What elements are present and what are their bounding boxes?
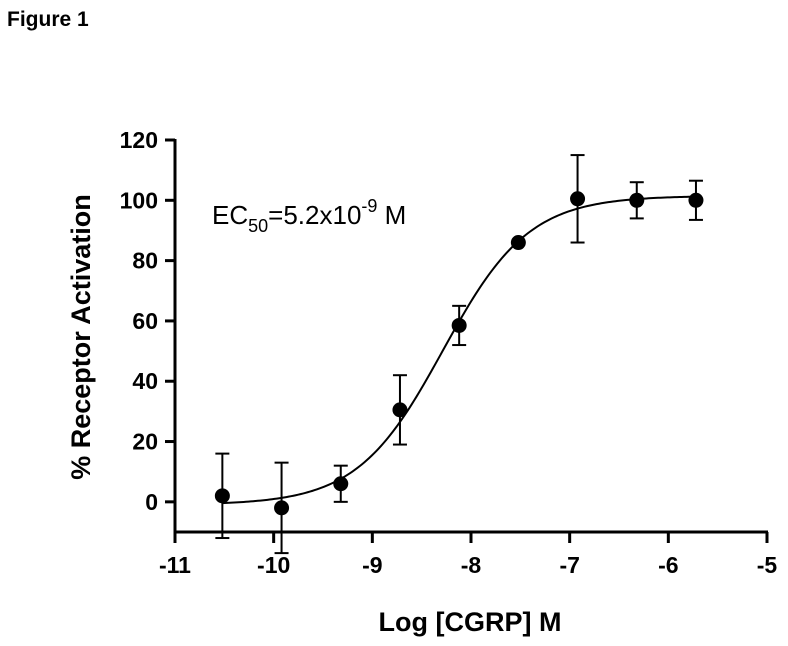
data-point: [451, 317, 467, 333]
x-axis-label: Log [CGRP] M: [379, 607, 562, 637]
x-tick-label: -9: [362, 552, 382, 578]
y-tick-label: 0: [145, 489, 158, 515]
data-point: [629, 192, 645, 208]
data-point: [570, 191, 586, 207]
data-points-layer: [214, 191, 704, 516]
ec50-exponent: -9: [361, 196, 377, 216]
data-point: [214, 488, 230, 504]
x-tick-label: -10: [257, 552, 290, 578]
y-tick-label: 120: [120, 127, 158, 153]
x-tick-label: -5: [757, 552, 778, 578]
fit-curve-layer: [222, 195, 696, 505]
ec50-unit: M: [377, 200, 406, 230]
tick-labels-layer: 0 20 40 60 80 100 120 -11 -10 -9 -8 -7 -6 -5: [120, 127, 778, 578]
y-tick-label: 80: [132, 248, 158, 274]
data-point: [688, 192, 704, 208]
chart-axes: [165, 138, 769, 543]
ec50-annotation: EC50=5.2x10-9 M: [212, 196, 406, 236]
data-point: [333, 476, 349, 492]
fit-curve: [222, 195, 696, 505]
figure-label: Figure 1: [7, 8, 89, 31]
x-tick-label: -6: [658, 552, 678, 578]
y-tick-label: 40: [132, 368, 158, 394]
data-point: [510, 235, 526, 251]
ec50-value: =5.2x10: [268, 200, 361, 230]
y-tick-label: 60: [132, 308, 158, 334]
y-axis-label: % Receptor Activation: [66, 194, 96, 480]
data-point: [274, 500, 290, 516]
ec50-subscript: 50: [248, 216, 268, 236]
data-point: [392, 402, 408, 418]
ec50-prefix: EC: [212, 200, 248, 230]
x-tick-label: -7: [559, 552, 579, 578]
x-tick-label: -11: [159, 552, 191, 578]
y-tick-label: 100: [120, 187, 158, 213]
x-tick-label: -8: [461, 552, 482, 578]
y-tick-label: 20: [132, 429, 158, 455]
